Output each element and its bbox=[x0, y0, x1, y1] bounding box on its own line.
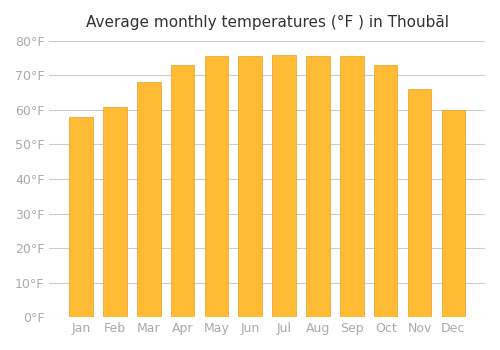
Bar bbox=[238, 56, 262, 317]
Title: Average monthly temperatures (°F ) in Thoubāl: Average monthly temperatures (°F ) in Th… bbox=[86, 15, 448, 30]
Bar bbox=[204, 56, 229, 317]
Bar bbox=[442, 110, 465, 317]
Bar bbox=[306, 56, 330, 317]
Bar bbox=[69, 117, 93, 317]
Bar bbox=[170, 65, 194, 317]
Bar bbox=[272, 55, 296, 317]
Bar bbox=[103, 106, 126, 317]
Bar bbox=[137, 82, 160, 317]
Bar bbox=[340, 56, 363, 317]
Bar bbox=[408, 89, 432, 317]
Bar bbox=[374, 65, 398, 317]
